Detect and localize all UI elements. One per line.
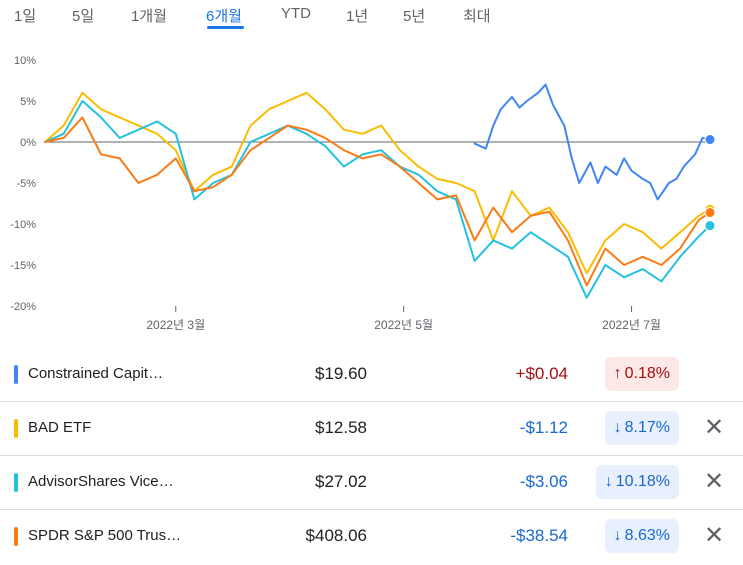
series-end-dot xyxy=(704,134,716,146)
ticker-name[interactable]: AdvisorShares Vice… xyxy=(28,473,174,490)
tab-max[interactable]: 최대 xyxy=(463,8,491,25)
tab-5d[interactable]: 5일 xyxy=(72,8,95,25)
x-tick-label: 2022년 3월 xyxy=(146,318,205,332)
x-axis: 2022년 3월 2022년 5월 2022년 7월 xyxy=(146,306,661,332)
comparison-chart[interactable]: 10%5%0%-5%-10%-15%-20% 2022년 3월 2022년 5월 2… xyxy=(0,38,743,348)
price: $408.06 xyxy=(305,526,367,545)
list-row[interactable]: Constrained Capit… $19.60 +$0.04 ↑ 0.18% xyxy=(0,348,743,402)
series-line xyxy=(44,91,711,275)
series-end-dot xyxy=(704,207,716,219)
percent-value: 0.18% xyxy=(624,365,670,382)
percent-value: 10.18% xyxy=(615,473,670,490)
x-tick-label: 2022년 5월 xyxy=(374,318,433,332)
price-change: -$3.06 xyxy=(519,472,568,491)
end-dots xyxy=(704,134,716,232)
price-change: -$1.12 xyxy=(519,418,568,437)
arrow-down-icon: ↓ xyxy=(604,473,613,490)
y-tick-label: -20% xyxy=(10,301,36,313)
y-tick-label: -5% xyxy=(16,178,36,190)
tab-5y[interactable]: 5년 xyxy=(403,8,426,25)
percent-change-badge: ↓ 10.18% xyxy=(595,465,679,499)
close-icon[interactable]: ✕ xyxy=(703,414,725,441)
percent-value: 8.63% xyxy=(624,527,670,544)
percent-change-badge: ↓ 8.17% xyxy=(604,411,679,445)
price-change: -$38.54 xyxy=(510,526,568,545)
arrow-down-icon: ↓ xyxy=(613,419,622,436)
percent-change-badge: ↑ 0.18% xyxy=(604,357,679,391)
price-change: +$0.04 xyxy=(515,364,568,383)
y-tick-label: 5% xyxy=(20,96,36,108)
active-tab-underline xyxy=(207,26,244,29)
ticker-name[interactable]: Constrained Capit… xyxy=(28,365,164,382)
tab-ytd[interactable]: YTD xyxy=(281,5,311,22)
series-swatch xyxy=(14,419,18,438)
series-swatch xyxy=(14,365,18,384)
price: $12.58 xyxy=(315,418,367,437)
series-end-dot xyxy=(704,220,716,232)
tab-6m[interactable]: 6개월 xyxy=(206,8,242,25)
list-row[interactable]: BAD ETF $12.58 -$1.12 ↓ 8.17% ✕ xyxy=(0,402,743,456)
series-line xyxy=(473,83,711,201)
percent-change-badge: ↓ 8.63% xyxy=(604,519,679,553)
y-axis: 10% 5% 0% -5% -10% -15% -20% xyxy=(10,55,36,313)
tab-1m[interactable]: 1개월 xyxy=(131,8,167,25)
series-layer xyxy=(44,83,711,299)
series-swatch xyxy=(14,527,18,546)
tab-1d[interactable]: 1일 xyxy=(14,8,37,25)
series-line xyxy=(44,100,711,299)
percent-value: 8.17% xyxy=(624,419,670,436)
ticker-name[interactable]: SPDR S&P 500 Trus… xyxy=(28,527,182,544)
comparison-list: Constrained Capit… $19.60 +$0.04 ↑ 0.18% … xyxy=(0,348,743,563)
series-swatch xyxy=(14,473,18,492)
y-tick-label: -15% xyxy=(10,260,36,272)
y-tick-label: 10% xyxy=(14,55,36,67)
tab-1y[interactable]: 1년 xyxy=(346,8,369,25)
arrow-up-icon: ↑ xyxy=(613,365,622,382)
price: $19.60 xyxy=(315,364,367,383)
arrow-down-icon: ↓ xyxy=(613,527,622,544)
ticker-name[interactable]: BAD ETF xyxy=(28,419,92,436)
range-tabs: 1일 5일 1개월 6개월 YTD 1년 5년 최대 xyxy=(0,0,743,30)
y-tick-label: -10% xyxy=(10,219,36,231)
list-row[interactable]: AdvisorShares Vice… $27.02 -$3.06 ↓ 10.18… xyxy=(0,456,743,510)
price: $27.02 xyxy=(315,472,367,491)
series-line xyxy=(44,116,711,287)
y-tick-label: 0% xyxy=(20,137,36,149)
close-icon[interactable]: ✕ xyxy=(703,522,725,549)
close-icon[interactable]: ✕ xyxy=(703,468,725,495)
list-row[interactable]: SPDR S&P 500 Trus… $408.06 -$38.54 ↓ 8.63… xyxy=(0,510,743,563)
x-tick-label: 2022년 7월 xyxy=(602,318,661,332)
